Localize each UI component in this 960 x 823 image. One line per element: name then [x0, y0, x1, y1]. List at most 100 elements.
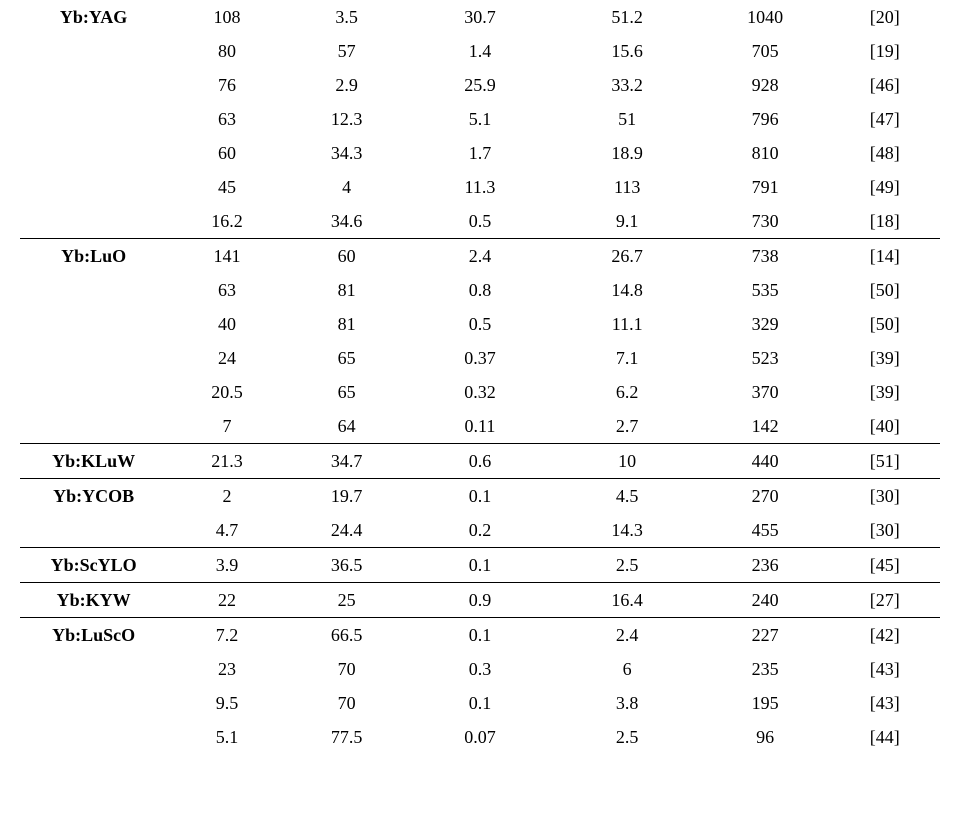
table-row: Yb:LuScO7.266.50.12.4227[42] — [20, 618, 940, 653]
data-cell: 63 — [167, 102, 287, 136]
group-label-cell: Yb:KYW — [20, 583, 167, 618]
data-cell: 141 — [167, 239, 287, 274]
data-cell: [43] — [830, 686, 940, 720]
data-cell: 16.2 — [167, 204, 287, 239]
data-cell: 14.3 — [554, 513, 701, 548]
data-cell: 57 — [287, 34, 407, 68]
data-cell: 0.1 — [406, 479, 553, 514]
data-cell: 26.7 — [554, 239, 701, 274]
data-cell: 0.1 — [406, 618, 553, 653]
group-label-cell — [20, 170, 167, 204]
data-cell: [18] — [830, 204, 940, 239]
data-cell: 329 — [701, 307, 830, 341]
table-row: 24650.377.1523[39] — [20, 341, 940, 375]
data-cell: 2.4 — [554, 618, 701, 653]
group-label-cell: Yb:LuO — [20, 239, 167, 274]
data-cell: 5.1 — [167, 720, 287, 754]
data-cell: [20] — [830, 0, 940, 34]
table-row: 7640.112.7142[40] — [20, 409, 940, 444]
data-cell: 1.7 — [406, 136, 553, 170]
data-cell: 25 — [287, 583, 407, 618]
data-cell: 2 — [167, 479, 287, 514]
data-cell: 7 — [167, 409, 287, 444]
data-cell: 195 — [701, 686, 830, 720]
data-cell: 25.9 — [406, 68, 553, 102]
data-cell: [44] — [830, 720, 940, 754]
data-cell: 70 — [287, 652, 407, 686]
data-cell: 3.9 — [167, 548, 287, 583]
data-cell: 0.07 — [406, 720, 553, 754]
data-cell: 0.9 — [406, 583, 553, 618]
data-cell: 19.7 — [287, 479, 407, 514]
data-cell: 535 — [701, 273, 830, 307]
data-cell: 81 — [287, 307, 407, 341]
data-table-container: Yb:YAG1083.530.751.21040[20]80571.415.67… — [0, 0, 960, 754]
data-cell: 142 — [701, 409, 830, 444]
data-cell: 0.1 — [406, 548, 553, 583]
data-cell: [40] — [830, 409, 940, 444]
data-cell: 40 — [167, 307, 287, 341]
group-label-cell — [20, 204, 167, 239]
data-cell: [49] — [830, 170, 940, 204]
table-row: 6034.31.718.9810[48] — [20, 136, 940, 170]
data-cell: 16.4 — [554, 583, 701, 618]
data-cell: 65 — [287, 341, 407, 375]
data-cell: 235 — [701, 652, 830, 686]
data-cell: 9.5 — [167, 686, 287, 720]
data-cell: [43] — [830, 652, 940, 686]
data-cell: 21.3 — [167, 444, 287, 479]
data-cell: 20.5 — [167, 375, 287, 409]
data-cell: 66.5 — [287, 618, 407, 653]
table-row: Yb:KLuW21.334.70.610440[51] — [20, 444, 940, 479]
data-cell: 77.5 — [287, 720, 407, 754]
data-cell: 2.5 — [554, 720, 701, 754]
table-row: 5.177.50.072.596[44] — [20, 720, 940, 754]
data-cell: 7.1 — [554, 341, 701, 375]
data-cell: 2.7 — [554, 409, 701, 444]
table-row: Yb:YCOB219.70.14.5270[30] — [20, 479, 940, 514]
data-cell: 240 — [701, 583, 830, 618]
data-table: Yb:YAG1083.530.751.21040[20]80571.415.67… — [20, 0, 940, 754]
table-row: 80571.415.6705[19] — [20, 34, 940, 68]
group-label-cell: Yb:YCOB — [20, 479, 167, 514]
table-row: Yb:KYW22250.916.4240[27] — [20, 583, 940, 618]
data-cell: 523 — [701, 341, 830, 375]
group-label-cell — [20, 136, 167, 170]
data-cell: [39] — [830, 375, 940, 409]
data-cell: 0.32 — [406, 375, 553, 409]
data-cell: [50] — [830, 307, 940, 341]
data-cell: 18.9 — [554, 136, 701, 170]
data-cell: 63 — [167, 273, 287, 307]
data-cell: 0.37 — [406, 341, 553, 375]
group-label-cell — [20, 68, 167, 102]
data-cell: 0.1 — [406, 686, 553, 720]
table-row: 4.724.40.214.3455[30] — [20, 513, 940, 548]
data-cell: 34.6 — [287, 204, 407, 239]
data-cell: 9.1 — [554, 204, 701, 239]
group-label-cell — [20, 341, 167, 375]
data-cell: [42] — [830, 618, 940, 653]
data-cell: [14] — [830, 239, 940, 274]
data-cell: 15.6 — [554, 34, 701, 68]
data-cell: 11.1 — [554, 307, 701, 341]
data-cell: 24.4 — [287, 513, 407, 548]
table-row: 9.5700.13.8195[43] — [20, 686, 940, 720]
group-label-cell: Yb:ScYLO — [20, 548, 167, 583]
data-cell: 0.5 — [406, 307, 553, 341]
data-cell: 65 — [287, 375, 407, 409]
data-cell: [30] — [830, 513, 940, 548]
data-cell: 22 — [167, 583, 287, 618]
data-cell: [27] — [830, 583, 940, 618]
group-label-cell — [20, 102, 167, 136]
data-cell: 4.7 — [167, 513, 287, 548]
data-cell: [51] — [830, 444, 940, 479]
table-row: 6312.35.151796[47] — [20, 102, 940, 136]
data-cell: 810 — [701, 136, 830, 170]
group-label-cell — [20, 375, 167, 409]
group-label-cell — [20, 307, 167, 341]
table-row: 40810.511.1329[50] — [20, 307, 940, 341]
data-cell: 36.5 — [287, 548, 407, 583]
data-cell: 0.5 — [406, 204, 553, 239]
data-cell: 1040 — [701, 0, 830, 34]
data-cell: 76 — [167, 68, 287, 102]
